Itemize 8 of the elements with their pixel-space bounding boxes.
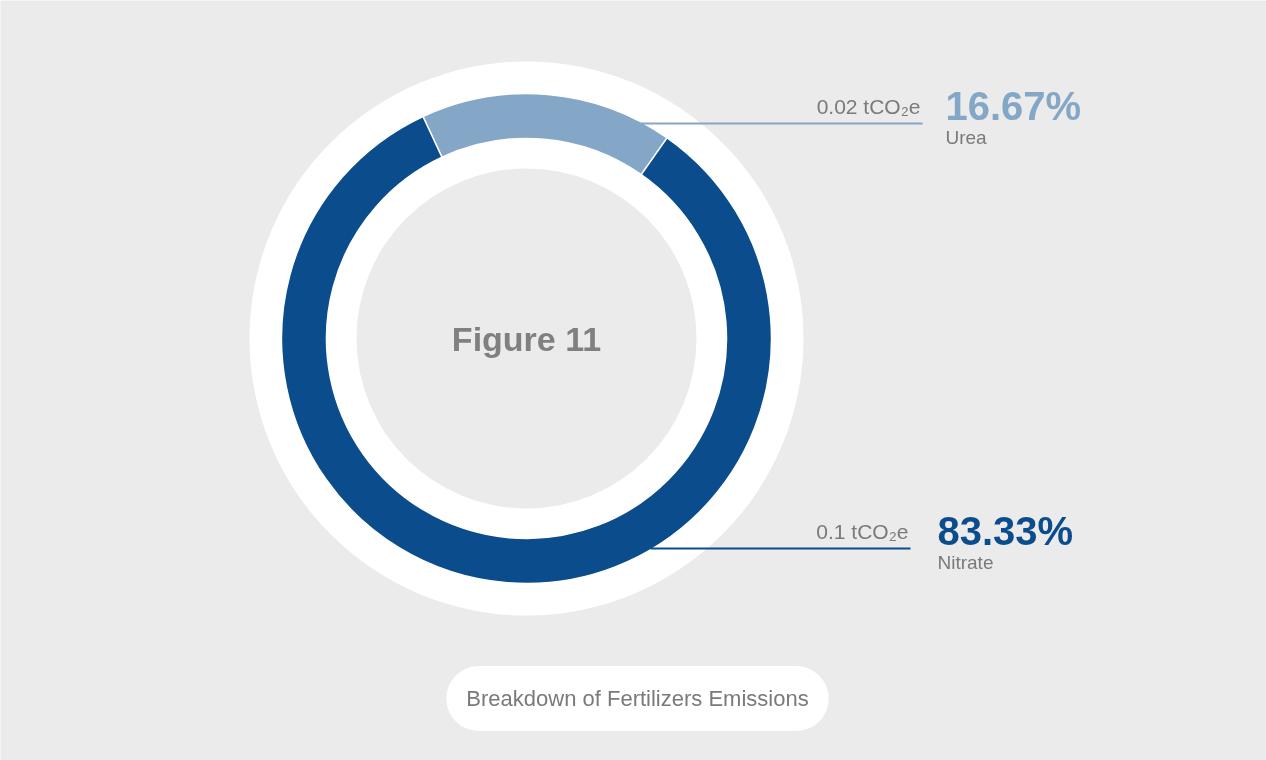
data-label: 16.67% bbox=[945, 83, 1082, 128]
text: Breakdown of Fertilizers Emissions bbox=[466, 686, 809, 711]
slice-label: Urea bbox=[945, 126, 988, 148]
text: 0.02 tCO₂e bbox=[816, 94, 921, 118]
text: Figure 11 bbox=[451, 319, 602, 358]
text: 0.1 tCO₂e bbox=[816, 519, 909, 543]
slice-label: Nitrate bbox=[937, 551, 994, 573]
data-label: 83.33% bbox=[937, 508, 1074, 553]
